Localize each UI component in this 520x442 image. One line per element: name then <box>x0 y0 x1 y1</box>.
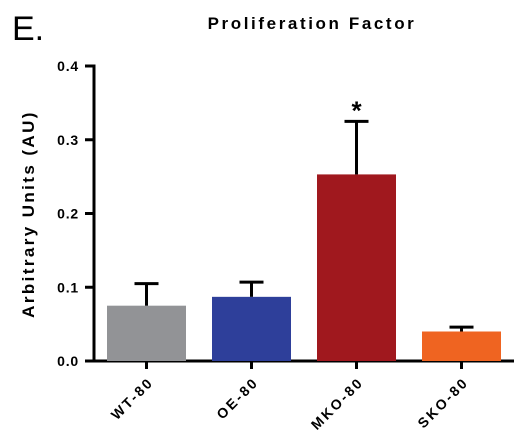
significance-annotations: * <box>351 95 362 125</box>
y-axis-ticks: 0.0 0.1 0.2 0.3 0.4 <box>57 58 94 369</box>
bar-oe-80 <box>212 296 291 361</box>
bar-wt-80 <box>107 305 186 361</box>
x-axis-category-labels: WT-80 OE-80 MKO-80 SKO-80 <box>108 361 472 433</box>
y-tick-label: 0.1 <box>57 279 79 295</box>
error-bars <box>134 119 474 332</box>
y-tick-label: 0.3 <box>57 132 79 148</box>
chart-title: Proliferation Factor <box>208 14 417 33</box>
significance-star: * <box>351 95 362 125</box>
y-tick-label: 0.2 <box>57 206 79 222</box>
panel-label: E. <box>12 10 44 48</box>
y-tick-label: 0.0 <box>57 353 79 369</box>
bar-mko-80 <box>317 174 396 361</box>
bar-series <box>107 174 501 361</box>
x-category-label: OE-80 <box>213 374 261 422</box>
x-category-label: WT-80 <box>108 374 157 423</box>
y-tick-label: 0.4 <box>57 58 79 74</box>
x-category-label: MKO-80 <box>308 374 367 433</box>
bar-sko-80 <box>422 331 501 361</box>
y-axis-title: Arbitrary Units (AU) <box>19 110 38 318</box>
x-category-label: SKO-80 <box>414 374 471 431</box>
